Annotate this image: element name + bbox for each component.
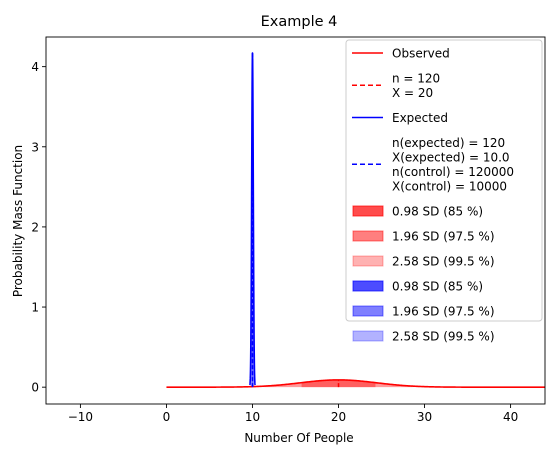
x-tick-label: −10 [68, 410, 93, 424]
legend-label: 2.58 SD (99.5 %) [392, 330, 495, 344]
x-tick-label: 0 [163, 410, 171, 424]
legend-swatch-7 [352, 280, 384, 292]
legend-label: n(control) = 120000 [392, 165, 514, 179]
axes: −10 0 10 20 30 40 0 1 2 3 4 [31, 36, 546, 424]
legend-swatch-5 [352, 230, 384, 242]
legend-label: X(control) = 10000 [392, 180, 507, 194]
y-tick-label: 1 [31, 301, 39, 315]
legend-swatch-9 [352, 330, 384, 342]
x-axis-label: Number Of People [244, 431, 353, 445]
plot-area [166, 52, 545, 388]
y-axis-label: Probability Mass Function [11, 145, 25, 297]
legend-swatch-8 [352, 305, 384, 317]
legend-box [345, 39, 543, 322]
legend-label: 2.58 SD (99.5 %) [392, 255, 495, 269]
legend-label: 1.96 SD (97.5 %) [392, 230, 495, 244]
legend-swatch-6 [352, 255, 384, 267]
legend-label: n(expected) = 120 [392, 136, 505, 150]
y-tick-label: 3 [31, 140, 39, 154]
legend-label: X(expected) = 10.0 [392, 151, 510, 165]
legend-label: 0.98 SD (85 %) [392, 205, 483, 219]
x-tick-label: 30 [417, 410, 432, 424]
chart-title: Example 4 [261, 14, 338, 30]
legend-label: 1.96 SD (97.5 %) [392, 305, 495, 319]
legend-swatch-4 [352, 205, 384, 217]
legend-label: Expected [392, 111, 448, 125]
legend-label: Observed [392, 47, 450, 61]
series-line-observed [166, 379, 545, 388]
x-tick-label: 10 [245, 410, 260, 424]
legend-label: X = 20 [392, 86, 433, 100]
x-tick-label: 40 [503, 410, 518, 424]
plot-frame [45, 36, 546, 405]
y-tick-label: 4 [31, 60, 39, 74]
x-tick-label: 20 [331, 410, 346, 424]
legend-label: n = 120 [392, 72, 440, 86]
y-tick-label: 2 [31, 220, 39, 234]
series-line-expected [249, 52, 256, 386]
y-tick-label: 0 [31, 381, 39, 395]
legend-label: 0.98 SD (85 %) [392, 280, 483, 294]
